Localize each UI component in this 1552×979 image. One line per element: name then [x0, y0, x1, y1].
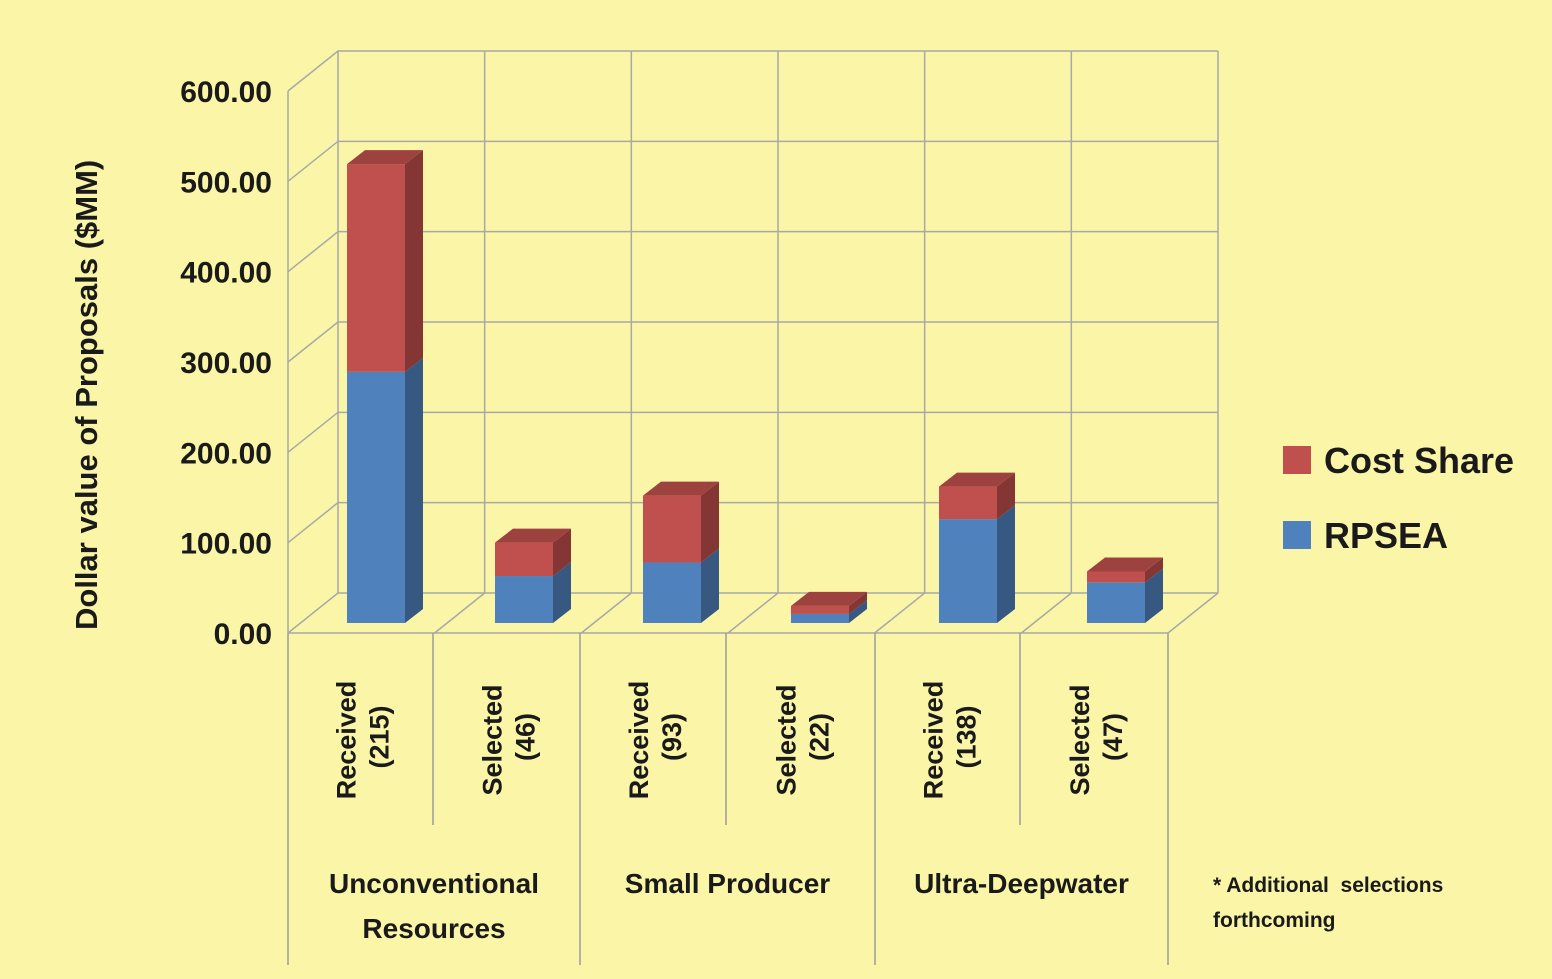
- bar-cost-share: [347, 164, 405, 372]
- floor-line: [580, 592, 632, 634]
- legend: Cost Share RPSEA: [1283, 440, 1514, 556]
- bars: [347, 150, 1163, 623]
- note-line: * Additional selections: [1213, 874, 1443, 897]
- bar-top: [347, 150, 423, 165]
- category-label-count: (47): [1098, 713, 1128, 761]
- floor-line: [1020, 592, 1072, 634]
- gridline: [287, 50, 1218, 92]
- y-tick-label: 200.00: [180, 437, 272, 470]
- category-label-count: (93): [657, 713, 687, 761]
- bar-side: [1145, 568, 1163, 623]
- bar-side: [1145, 557, 1163, 583]
- bar-side: [405, 357, 423, 623]
- gridline: [287, 501, 1218, 544]
- y-tick-labels: 0.00 100.00 200.00 300.00 400.00 500.00 600.00: [180, 76, 272, 651]
- bar-rpsea: [643, 562, 701, 623]
- bar-top: [791, 591, 867, 606]
- category-label: Selected: [772, 684, 802, 795]
- gridline: [287, 321, 1218, 363]
- bar-cost-share: [1087, 571, 1145, 583]
- annotation-note: * Additional selections forthcoming: [1213, 874, 1443, 932]
- bar-side: [405, 150, 423, 372]
- category-label: Received: [919, 681, 949, 800]
- y-tick-label: 100.00: [180, 528, 272, 561]
- floor-line: [1167, 592, 1219, 634]
- legend-label: Cost Share: [1324, 440, 1514, 481]
- y-tick-label: 400.00: [180, 257, 272, 290]
- bar-top: [1087, 557, 1163, 572]
- bar-side: [997, 472, 1015, 520]
- bar-side: [553, 562, 571, 623]
- bar-rpsea: [791, 613, 849, 623]
- bar-top: [643, 481, 719, 496]
- group-label: Small Producer: [625, 868, 831, 899]
- bar-rpsea: [495, 576, 553, 623]
- y-tick-label: 300.00: [180, 347, 272, 380]
- floor-line: [434, 592, 486, 634]
- gridline: [287, 411, 1218, 453]
- y-axis-label: Dollar value of Proposals ($MM): [69, 160, 104, 630]
- category-label: Received: [624, 681, 654, 800]
- legend-swatch: [1283, 446, 1311, 474]
- bar-side: [997, 505, 1015, 623]
- gridline: [287, 230, 1218, 273]
- category-label: Selected: [478, 684, 508, 795]
- legend-label: RPSEA: [1324, 515, 1448, 556]
- bar-top: [939, 472, 1015, 487]
- category-label: Selected: [1065, 684, 1095, 795]
- group-labels: Unconventional Resources Small Producer Ult…: [329, 868, 1129, 944]
- legend-swatch: [1283, 521, 1311, 549]
- y-tick-label: 0.00: [214, 618, 272, 651]
- bar-rpsea: [939, 519, 997, 623]
- bar-cost-share: [791, 605, 849, 614]
- group-label: Resources: [362, 913, 505, 944]
- bar-side: [553, 528, 571, 577]
- bar-top: [495, 528, 571, 543]
- category-label: Received: [332, 681, 362, 800]
- bar-rpsea: [347, 371, 405, 623]
- note-line: forthcoming: [1213, 909, 1335, 932]
- bar-cost-share: [643, 495, 701, 563]
- group-label: Ultra-Deepwater: [914, 868, 1129, 899]
- gridline: [287, 140, 1218, 182]
- category-labels: Received (215) Selected (46) Received (93) Sel…: [332, 681, 1129, 800]
- bar-side: [701, 481, 719, 563]
- bar-side: [701, 548, 719, 623]
- bar-side: [849, 599, 867, 623]
- category-label-count: (215): [365, 705, 395, 768]
- floor-line: [727, 592, 779, 634]
- floor-line: [874, 592, 926, 634]
- y-tick-label: 600.00: [180, 76, 272, 109]
- bar-cost-share: [939, 486, 997, 520]
- group-label: Unconventional: [329, 868, 539, 899]
- category-label-count: (138): [952, 705, 982, 768]
- bar-cost-share: [495, 542, 553, 577]
- category-label-count: (22): [805, 713, 835, 761]
- category-table: [287, 633, 1169, 965]
- bar-rpsea: [1087, 582, 1145, 623]
- category-label-count: (46): [511, 713, 541, 761]
- bar-side: [849, 591, 867, 614]
- y-tick-label: 500.00: [180, 166, 272, 199]
- gridlines: [287, 50, 1219, 634]
